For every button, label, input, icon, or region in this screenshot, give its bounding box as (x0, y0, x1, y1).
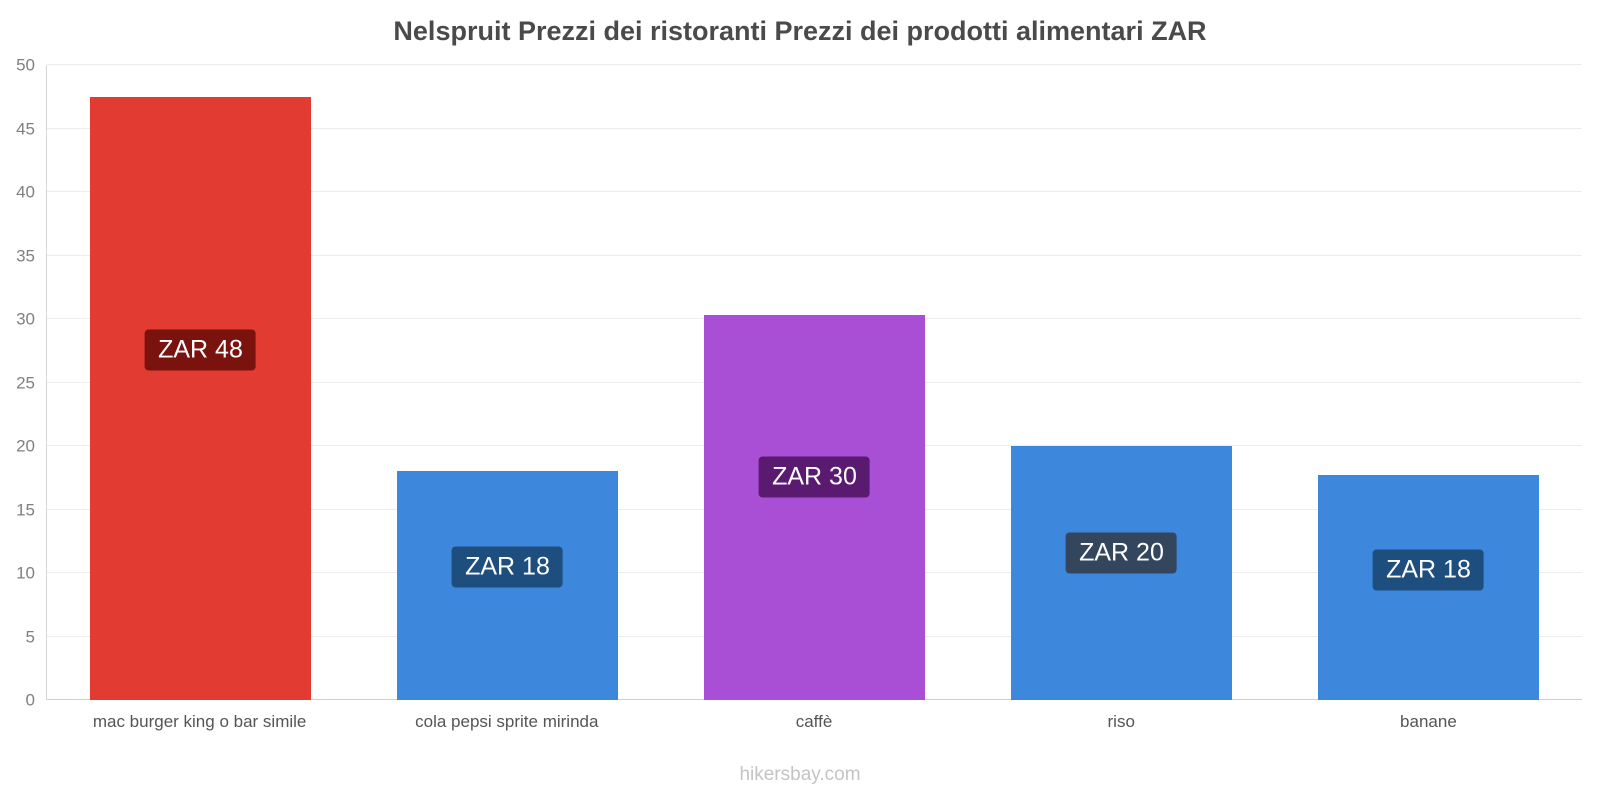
watermark: hikersbay.com (739, 764, 861, 785)
y-tick-label: 15 (16, 500, 35, 519)
bar-value-label: ZAR 18 (1373, 549, 1484, 591)
y-tick-label: 0 (25, 690, 35, 710)
bar-1: ZAR 48 (89, 96, 311, 700)
x-category-label: cola pepsi sprite mirinda (415, 712, 599, 731)
gridline (47, 127, 1582, 129)
x-category-label: banane (1400, 712, 1457, 731)
gridline (47, 254, 1582, 256)
y-tick-label: 30 (16, 309, 35, 329)
bar-value-label: ZAR 20 (1066, 532, 1177, 574)
x-category-label: mac burger king o bar simile (92, 712, 307, 731)
y-tick-label: 25 (16, 373, 35, 392)
x-category-label: caffè (795, 712, 833, 731)
y-tick-label: 10 (16, 563, 35, 583)
bar-5: ZAR 18 (1317, 475, 1539, 700)
bar-value-label: ZAR 48 (145, 329, 256, 371)
x-category-label: riso (1107, 712, 1135, 731)
chart-title: Nelspruit Prezzi dei ristoranti Prezzi d… (393, 16, 1207, 46)
bar-value-label: ZAR 18 (452, 546, 563, 588)
y-tick-label: 50 (16, 55, 35, 75)
y-tick-label: 20 (16, 436, 35, 456)
y-tick-label: 35 (16, 246, 35, 265)
y-tick-label: 45 (16, 119, 35, 138)
bar-2: ZAR 18 (396, 471, 618, 700)
bar-4: ZAR 20 (1010, 446, 1232, 700)
bar-value-label: ZAR 30 (759, 456, 870, 498)
y-tick-label: 5 (25, 627, 35, 646)
gridline (47, 191, 1582, 192)
y-tick-label: 40 (16, 182, 35, 202)
gridline (47, 64, 1582, 65)
bar-3: ZAR 30 (703, 315, 925, 700)
plot-area: 0 5 10 15 20 25 30 35 40 45 50 ZAR 48 ZAR 18 ZAR 30 ZA… (16, 57, 1582, 709)
x-axis: mac burger king o bar simile cola pepsi s… (46, 712, 1582, 732)
